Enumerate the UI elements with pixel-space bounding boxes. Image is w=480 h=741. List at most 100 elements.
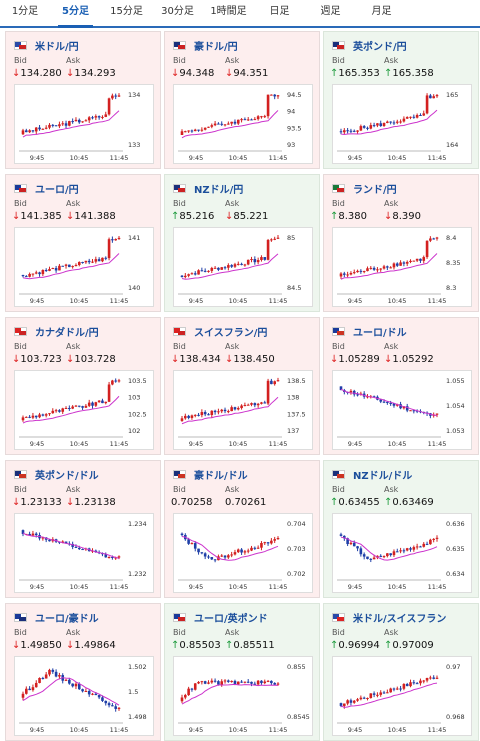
x-tick-label: 11:45 — [110, 154, 129, 162]
currency-card[interactable]: 米ドル/円 Bid Ask ↓134.280 ↓134.293 134 133 9:… — [5, 31, 161, 169]
pair-link[interactable]: スイスフラン/円 — [194, 327, 268, 339]
candlestick-chart[interactable]: 138.5 138 137.5 137 9:45 10:45 11:45 — [173, 370, 313, 450]
pair-link[interactable]: ユーロ/豪ドル — [35, 613, 99, 625]
pair-link[interactable]: 米ドル/円 — [35, 41, 79, 53]
bid-price: ↓1.05289 — [330, 354, 380, 365]
candle-body — [64, 541, 68, 544]
currency-card[interactable]: 英ポンド/円 Bid Ask ↑165.353 ↑165.358 165 164 9… — [323, 31, 479, 169]
candle-body — [101, 257, 104, 262]
candle-body — [386, 266, 389, 268]
pair-link[interactable]: NZドル/円 — [194, 184, 244, 196]
candle-body — [74, 119, 78, 122]
tab-timeframe[interactable]: 1分足 — [11, 6, 39, 17]
tab-timeframe[interactable]: 週足 — [320, 6, 341, 17]
candlestick-chart[interactable]: 0.636 0.635 0.634 9:45 10:45 11:45 — [332, 513, 472, 593]
candlestick-chart[interactable]: 8.4 8.35 8.3 9:45 10:45 11:45 — [332, 227, 472, 307]
x-tick-label: 11:45 — [269, 154, 288, 162]
candle-body — [412, 682, 416, 684]
candle-body — [210, 557, 214, 560]
candle-body — [71, 406, 74, 409]
candle-body — [240, 405, 243, 409]
pair-link[interactable]: ユーロ/英ポンド — [194, 613, 268, 625]
y-tick-label: 84.5 — [287, 284, 301, 292]
candle-body — [243, 264, 247, 266]
ask-price: 0.70261 — [225, 497, 266, 508]
candle-body — [240, 549, 243, 553]
pair-link[interactable]: カナダドル/円 — [35, 327, 99, 339]
candle-body — [266, 542, 270, 544]
x-tick-label: 10:45 — [388, 726, 407, 734]
candlestick-chart[interactable]: 1.502 1.5 1.498 9:45 10:45 11:45 — [14, 656, 154, 736]
currency-card[interactable]: スイスフラン/円 Bid Ask ↓138.434 ↓138.450 138.5… — [164, 317, 320, 455]
tab-timeframe[interactable]: 1時間足 — [210, 6, 247, 17]
candle-body — [223, 124, 227, 126]
candle-body — [250, 547, 253, 551]
candle-body — [405, 117, 409, 119]
pair-link[interactable]: 英ポンド/円 — [353, 41, 407, 53]
currency-card[interactable]: ユーロ/英ポンド Bid Ask ↑0.85503 ↑0.85511 0.855… — [164, 603, 320, 741]
candle-body — [54, 410, 58, 412]
y-tick-label: 94 — [287, 108, 295, 116]
candle-body — [359, 697, 363, 700]
candle-body — [64, 264, 68, 266]
candlestick-chart[interactable]: 141 140 9:45 10:45 11:45 — [14, 227, 154, 307]
candle-body — [97, 695, 101, 698]
card-header: 米ドル/円 — [14, 38, 79, 53]
currency-card[interactable]: 豪ドル/円 Bid Ask ↓94.348 ↓94.351 94.5 94 93.5… — [164, 31, 320, 169]
candlestick-chart[interactable]: 1.234 1.232 9:45 10:45 11:45 — [14, 513, 154, 593]
candle-body — [270, 94, 273, 96]
pair-link[interactable]: 米ドル/スイスフラン — [353, 613, 447, 625]
candlestick-chart[interactable]: 165 164 9:45 10:45 11:45 — [332, 84, 472, 164]
candle-body — [356, 130, 359, 132]
candlestick-chart[interactable]: 1.055 1.054 1.053 9:45 10:45 11:45 — [332, 370, 472, 450]
candle-body — [200, 412, 204, 416]
tab-timeframe[interactable]: 15分足 — [110, 6, 143, 17]
candle-body — [94, 693, 98, 696]
currency-card[interactable]: NZドル/ドル Bid Ask ↑0.63455 ↑0.63469 0.636 0… — [323, 460, 479, 598]
candlestick-chart[interactable]: 0.704 0.703 0.702 9:45 10:45 11:45 — [173, 513, 313, 593]
candlestick-chart[interactable]: 0.97 0.968 9:45 10:45 11:45 — [332, 656, 472, 736]
ask-value: 165.358 — [392, 68, 434, 79]
currency-card[interactable]: ユーロ/ドル Bid Ask ↓1.05289 ↓1.05292 1.055 1.… — [323, 317, 479, 455]
candlestick-chart[interactable]: 0.855 0.8545 9:45 10:45 11:45 — [173, 656, 313, 736]
candlestick-chart[interactable]: 85 84.5 9:45 10:45 11:45 — [173, 227, 313, 307]
tab-timeframe[interactable]: 月足 — [371, 6, 392, 17]
candle-body — [184, 415, 187, 419]
currency-card[interactable]: 英ポンド/ドル Bid Ask ↓1.23133 ↓1.23138 1.234 1… — [5, 460, 161, 598]
currency-card[interactable]: ユーロ/豪ドル Bid Ask ↓1.49850 ↓1.49864 1.502 1… — [5, 603, 161, 741]
candle-body — [266, 94, 270, 117]
currency-card[interactable]: ユーロ/円 Bid Ask ↓141.385 ↓141.388 141 140 9:… — [5, 174, 161, 312]
pair-link[interactable]: ランド/円 — [353, 184, 397, 196]
currency-card[interactable]: カナダドル/円 Bid Ask ↓103.723 ↓103.728 103.5 1… — [5, 317, 161, 455]
candlestick-chart[interactable]: 134 133 9:45 10:45 11:45 — [14, 84, 154, 164]
candle-body — [425, 95, 429, 114]
pair-link[interactable]: ユーロ/ドル — [353, 327, 407, 339]
candlestick-chart[interactable]: 103.5 103 102.5 102 9:45 10:45 11:45 — [14, 370, 154, 450]
candle-body — [74, 546, 78, 548]
bid-value: 0.85503 — [179, 640, 221, 651]
x-tick-label: 9:45 — [189, 583, 204, 591]
pair-link[interactable]: 豪ドル/ドル — [194, 470, 248, 482]
y-tick-label: 1.055 — [446, 377, 465, 385]
currency-card[interactable]: ランド/円 Bid Ask ↑8.380 ↓8.390 8.4 8.35 8.3 9:… — [323, 174, 479, 312]
currency-card[interactable]: 豪ドル/ドル Bid Ask 0.70258 0.70261 0.704 0.70… — [164, 460, 320, 598]
currency-card[interactable]: NZドル/円 Bid Ask ↑85.216 ↓85.221 85 84.5 9:4… — [164, 174, 320, 312]
candlestick-chart[interactable]: 94.5 94 93.5 93 9:45 10:45 11:45 — [173, 84, 313, 164]
candle-body — [87, 260, 91, 263]
tab-timeframe[interactable]: 5分足 — [50, 0, 101, 28]
y-tick-label: 0.703 — [287, 545, 306, 553]
tab-timeframe[interactable]: 日足 — [269, 6, 290, 17]
candle-body — [193, 683, 197, 690]
pair-link[interactable]: 英ポンド/ドル — [35, 470, 99, 482]
ask-arrow-icon: ↓ — [384, 354, 393, 365]
candle-body — [339, 703, 343, 706]
tab-timeframe[interactable]: 30分足 — [161, 6, 194, 17]
candle-body — [61, 123, 65, 125]
candle-body — [34, 682, 38, 688]
pair-link[interactable]: 豪ドル/円 — [194, 41, 238, 53]
bid-label: Bid — [14, 342, 27, 351]
candle-body — [74, 265, 78, 267]
currency-card[interactable]: 米ドル/スイスフラン Bid Ask ↑0.96994 ↑0.97009 0.9… — [323, 603, 479, 741]
pair-link[interactable]: ユーロ/円 — [35, 184, 79, 196]
pair-link[interactable]: NZドル/ドル — [353, 470, 413, 482]
